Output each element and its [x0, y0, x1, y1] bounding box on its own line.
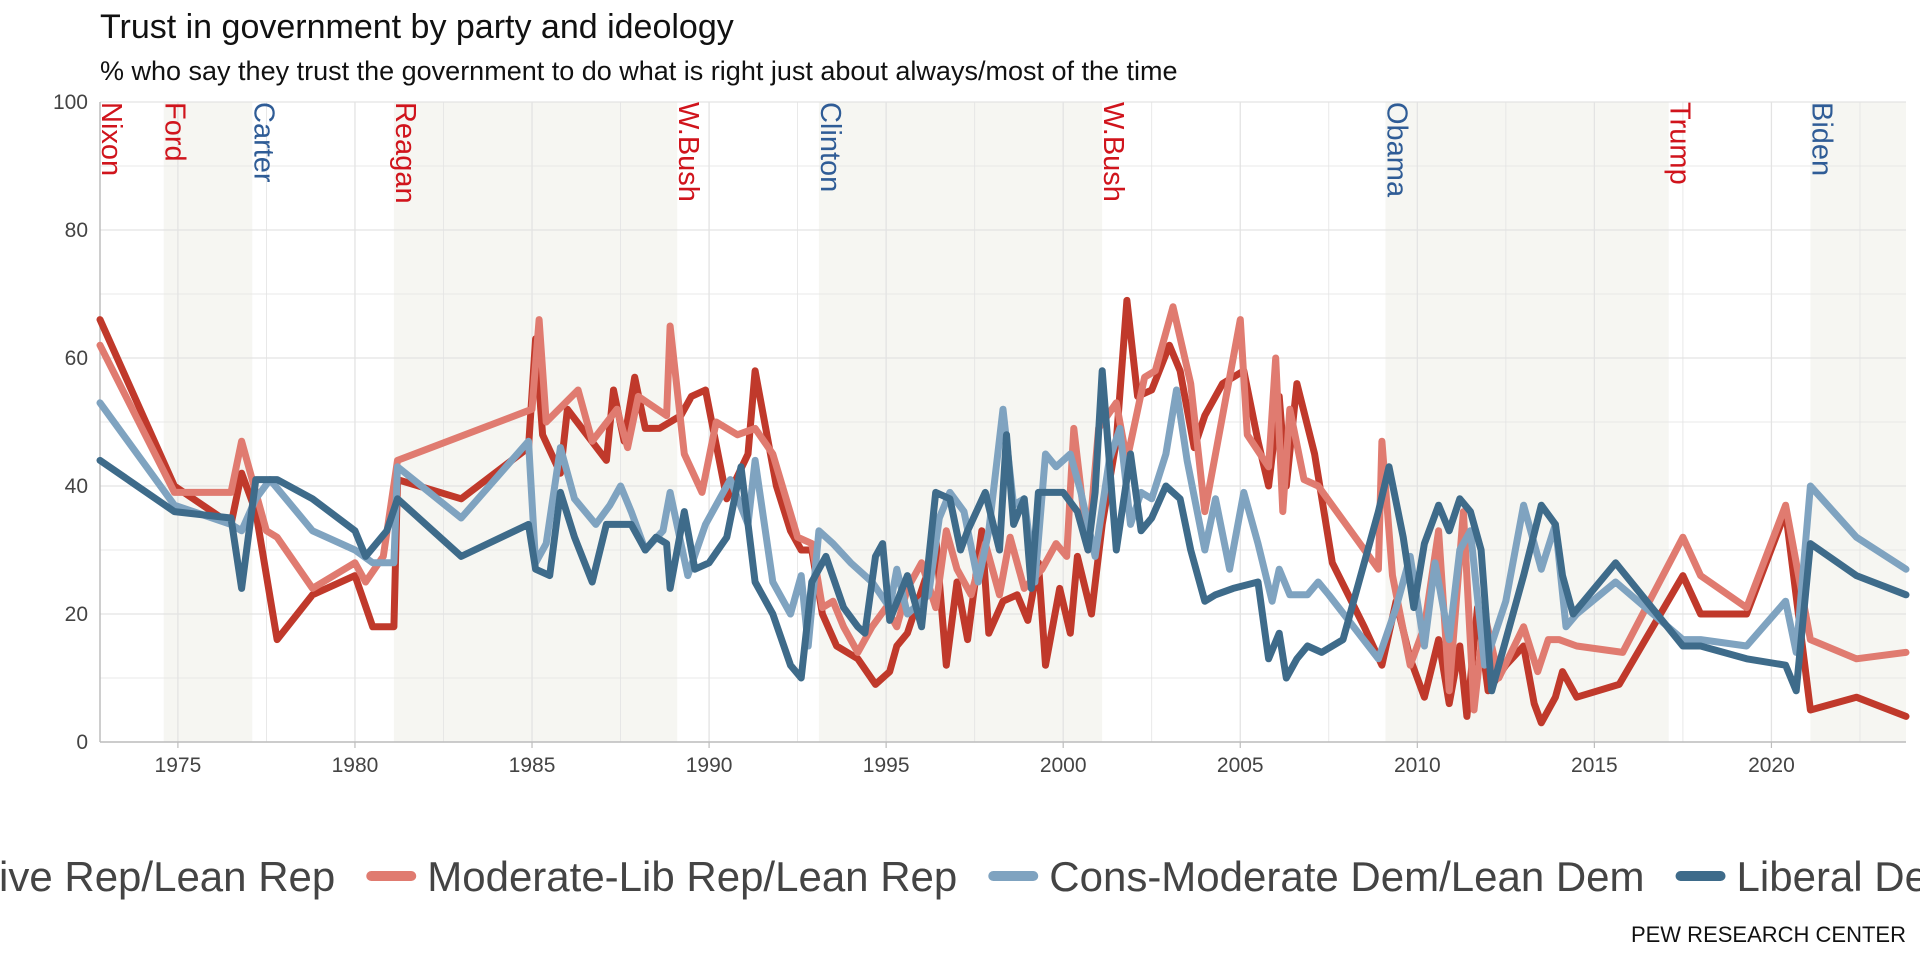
x-tick-label: 1980 — [332, 754, 379, 777]
chart-subtitle: % who say they trust the government to d… — [100, 56, 1178, 86]
president-label-2: Carter — [247, 102, 279, 183]
president-label-6: W.Bush — [1097, 102, 1129, 202]
y-tick-label: 80 — [65, 219, 88, 242]
x-tick-label: 1975 — [155, 754, 202, 777]
series-line-2 — [96, 303, 1910, 714]
president-label-9: Biden — [1805, 102, 1837, 176]
y-tick-label: 20 — [65, 603, 88, 626]
legend-label: Cons-Moderate Dem/Lean Dem — [1049, 853, 1644, 900]
legend: Conservative Rep/Lean Rep Moderate-Lib Re… — [0, 853, 1920, 900]
y-tick-label: 40 — [65, 475, 88, 498]
x-tick-label: 1985 — [509, 754, 556, 777]
president-label-8: Trump — [1664, 102, 1696, 185]
y-tick-label: 100 — [53, 91, 88, 114]
president-label-4: W.Bush — [672, 102, 704, 202]
x-tick-label: 2015 — [1571, 754, 1618, 777]
legend-label: Moderate-Lib Rep/Lean Rep — [427, 853, 957, 900]
x-tick-label: 1995 — [863, 754, 910, 777]
x-tick-label: 2005 — [1217, 754, 1264, 777]
president-label-3: Reagan — [389, 102, 421, 204]
axes: 0 20 40 60 80 100 1975 1980 1985 1990 1995 2000 2005… — [53, 91, 1906, 777]
x-tick-label: 2010 — [1394, 754, 1441, 777]
legend-label: Conservative Rep/Lean Rep — [0, 853, 335, 900]
legend-label: Liberal Dem/Lean Dem — [1737, 853, 1920, 900]
chart-title: Trust in government by party and ideolog… — [100, 8, 734, 46]
x-tick-label: 1990 — [686, 754, 733, 777]
series-lines — [96, 296, 1910, 727]
president-label-5: Clinton — [814, 102, 846, 192]
president-label-1: Ford — [159, 102, 191, 162]
y-tick-label: 0 — [76, 731, 88, 754]
series-line-4 — [96, 367, 1910, 695]
president-label-7: Obama — [1380, 102, 1412, 198]
y-tick-label: 60 — [65, 347, 88, 370]
x-tick-label: 2020 — [1748, 754, 1795, 777]
source-credit: PEW RESEARCH CENTER — [1631, 922, 1906, 947]
x-tick-label: 2000 — [1040, 754, 1087, 777]
